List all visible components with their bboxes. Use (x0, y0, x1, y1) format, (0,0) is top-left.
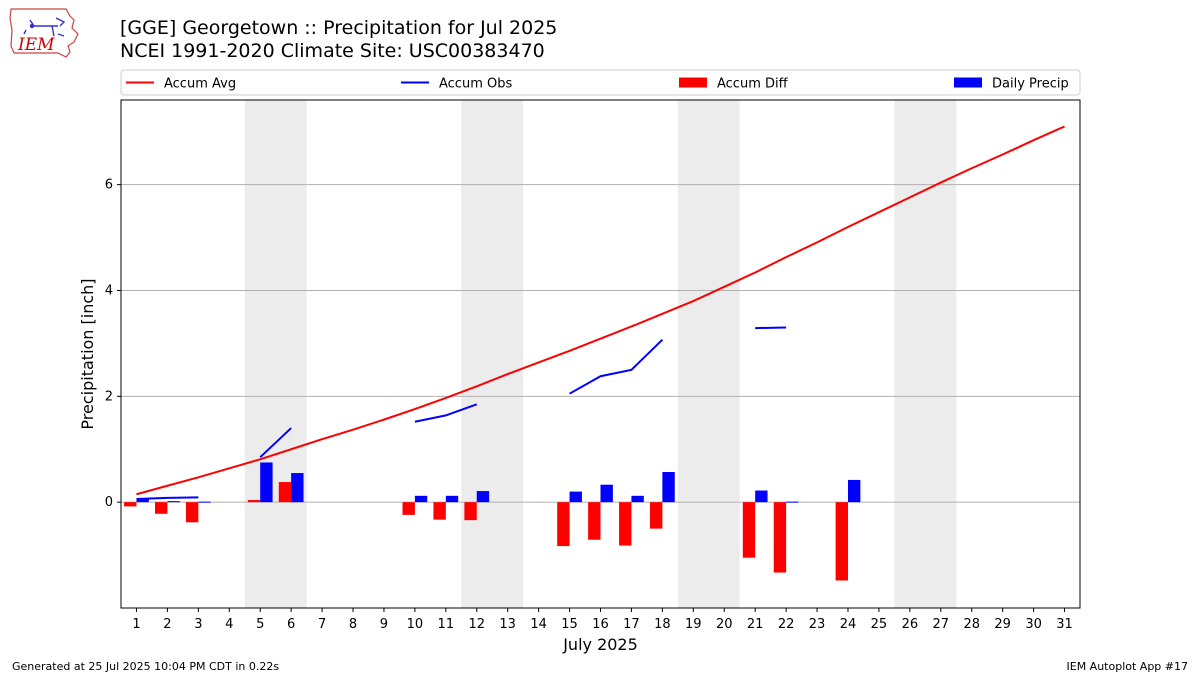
accum-diff-bar (278, 482, 292, 503)
x-tick-label: 6 (287, 617, 295, 632)
weekend-band (677, 100, 740, 608)
weekend-band (461, 100, 524, 608)
legend-accum-diff-swatch (679, 77, 707, 88)
weather-station-icon (23, 17, 66, 37)
accum-diff-bar (402, 502, 415, 515)
accum-diff-bar (433, 502, 446, 520)
y-tick-label: 4 (105, 284, 113, 299)
x-tick-label: 30 (1025, 617, 1042, 632)
app-credit: IEM Autoplot App #17 (1066, 660, 1189, 673)
daily-precip-bar (631, 495, 644, 503)
x-tick-label: 23 (809, 617, 826, 632)
accum-diff-bar (742, 502, 756, 558)
x-tick-label: 16 (592, 617, 609, 632)
accum-diff-bar (464, 502, 477, 521)
accum-diff-bar (588, 502, 601, 540)
x-tick-label: 29 (994, 617, 1011, 632)
legend-accum-obs-label: Accum Obs (439, 77, 512, 92)
x-tick-label: 19 (685, 617, 702, 632)
x-tick-label: 1 (132, 617, 140, 632)
iem-logo: IEM (9, 8, 79, 58)
x-tick-label: 3 (194, 617, 202, 632)
x-tick-label: 22 (778, 617, 795, 632)
x-tick-label: 24 (840, 617, 857, 632)
x-tick-label: 7 (318, 617, 326, 632)
accum-diff-bar (835, 502, 848, 581)
iem-logo-text: IEM (17, 35, 55, 55)
accum-diff-bar (773, 502, 787, 573)
x-tick-label: 14 (530, 617, 547, 632)
x-tick-label: 5 (256, 617, 264, 632)
accum-diff-bar (649, 502, 663, 529)
weekend-band (244, 100, 307, 608)
chart-title: [GGE] Georgetown :: Precipitation for Ju… (120, 17, 558, 39)
accum-obs-line (569, 338, 664, 395)
y-tick-label: 2 (105, 389, 113, 404)
line-series (136, 125, 1065, 500)
daily-precip-bar (136, 498, 149, 503)
legend-accum-diff-label: Accum Diff (717, 77, 789, 92)
accum-diff-bar (155, 502, 168, 514)
accum-obs-line (755, 326, 787, 330)
accum-obs-line (259, 427, 292, 458)
x-tick-label: 26 (902, 617, 919, 632)
x-axis-label: July 2025 (562, 635, 638, 654)
daily-precip-bar (445, 495, 459, 503)
legend-box (120, 69, 1081, 96)
x-tick-label: 10 (407, 617, 424, 632)
daily-precip-bar (414, 495, 428, 503)
daily-precip-bar (569, 491, 582, 503)
bar-series (124, 462, 861, 581)
generated-timestamp: Generated at 25 Jul 2025 10:04 PM CDT in… (12, 660, 280, 673)
daily-precip-bar (260, 462, 273, 503)
daily-precip-bar (167, 501, 180, 503)
iowa-state-outline (9, 8, 79, 58)
accum-diff-bar (247, 500, 261, 503)
daily-precip-bar (755, 490, 768, 503)
daily-precip-bar (198, 501, 211, 503)
x-tick-label: 2 (163, 617, 171, 632)
accum-diff-bar (557, 502, 570, 547)
daily-precip-bar (476, 491, 490, 503)
daily-precip-bar (662, 472, 675, 503)
x-tick-label: 13 (499, 617, 516, 632)
legend: Accum Avg Accum Obs Accum Diff Daily Precip (120, 69, 1081, 96)
x-tick-label: 28 (963, 617, 980, 632)
weekend-band (894, 100, 957, 608)
legend-daily-precip-swatch (954, 77, 982, 88)
accum-diff-bar (185, 502, 199, 523)
y-tick-label: 0 (105, 495, 113, 510)
y-axis-label: Precipitation [inch] (78, 278, 97, 429)
x-tick-label: 17 (623, 617, 640, 632)
x-tick-label: 20 (716, 617, 733, 632)
accum-diff-bar (619, 502, 632, 546)
accum-obs-line (414, 403, 478, 423)
x-tick-label: 25 (871, 617, 888, 632)
x-tick-label: 18 (654, 617, 671, 632)
chart-subtitle: NCEI 1991-2020 Climate Site: USC00383470 (120, 40, 545, 62)
x-tick-label: 4 (225, 617, 233, 632)
daily-precip-bar (600, 484, 613, 503)
accum-diff-bar (124, 502, 137, 507)
x-tick-label: 27 (933, 617, 950, 632)
daily-precip-bar (291, 473, 304, 503)
daily-precip-bar (847, 479, 861, 503)
x-tick-label: 21 (747, 617, 764, 632)
x-tick-label: 11 (438, 617, 455, 632)
accum-obs-line (136, 496, 199, 500)
station-dot (29, 23, 35, 29)
x-tick-label: 15 (561, 617, 578, 632)
legend-daily-precip-label: Daily Precip (992, 77, 1069, 92)
daily-precip-bar (786, 501, 799, 503)
accum-avg-line (136, 125, 1065, 496)
legend-accum-avg-label: Accum Avg (164, 77, 236, 92)
x-tick-label: 12 (468, 617, 485, 632)
x-tick-label: 9 (380, 617, 388, 632)
y-tick-label: 6 (105, 178, 113, 193)
x-tick-label: 31 (1056, 617, 1073, 632)
x-tick-label: 8 (349, 617, 357, 632)
